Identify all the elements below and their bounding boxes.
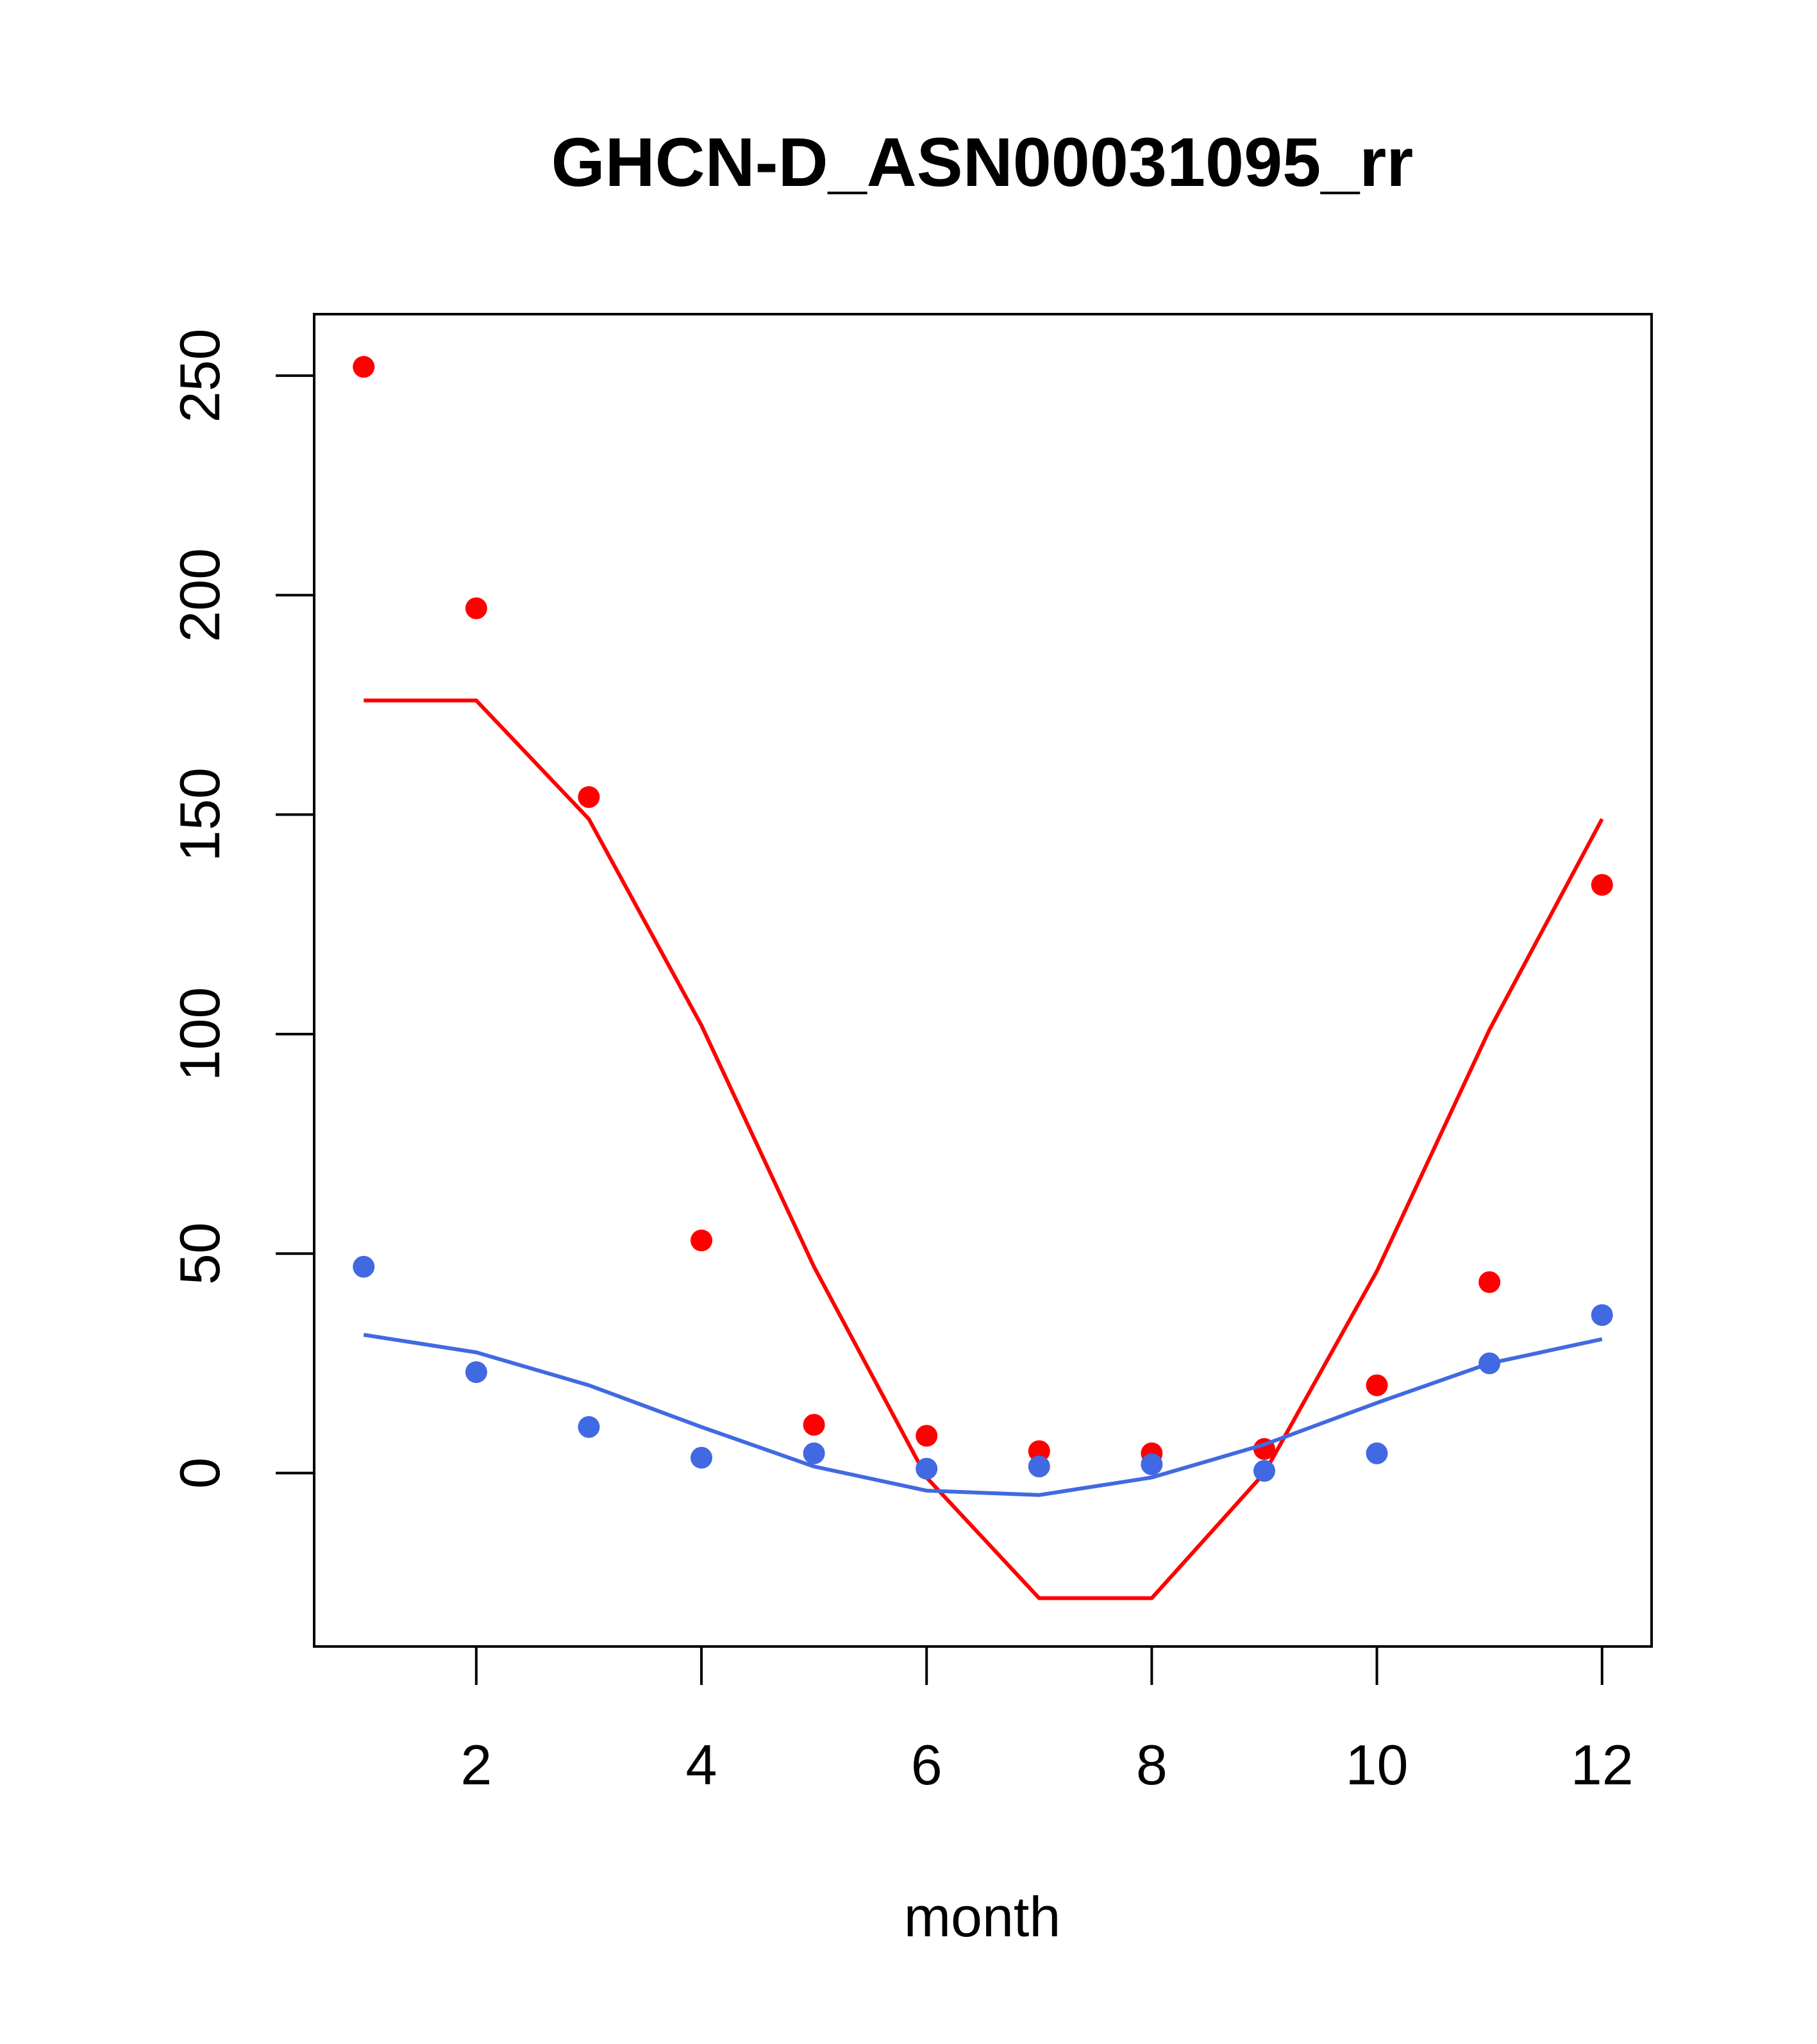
series-2-point: [803, 1442, 825, 1464]
series-2-point: [1028, 1455, 1050, 1478]
series-2-point: [691, 1446, 713, 1469]
y-tick-label: 0: [168, 1457, 231, 1489]
series-1-point: [1478, 1271, 1501, 1293]
x-tick-label: 6: [911, 1733, 942, 1797]
y-tick-label: 150: [168, 767, 231, 862]
y-tick-label: 200: [168, 548, 231, 642]
series-2-point: [1591, 1304, 1613, 1327]
chart-title: GHCN-D_ASN00031095_rr: [551, 123, 1414, 201]
series-1-point: [1591, 874, 1613, 896]
series-2-point: [1253, 1460, 1275, 1482]
plot-frame: [313, 313, 1653, 1648]
series-2-point: [578, 1416, 600, 1438]
x-axis-label: month: [904, 1885, 1061, 1948]
series-1-point: [1366, 1374, 1388, 1396]
x-axis: 2 4 6 8 10 12: [460, 1645, 1634, 1797]
series-1-point: [1028, 1440, 1050, 1462]
x-tick-label: 12: [1571, 1733, 1634, 1797]
x-tick-label: 10: [1346, 1733, 1409, 1797]
series-1-point: [691, 1229, 713, 1252]
y-tick-label: 100: [168, 987, 231, 1081]
series-2-point: [916, 1457, 938, 1480]
y-tick-label: 50: [168, 1222, 231, 1285]
series-1-point: [465, 597, 487, 619]
x-tick-label: 8: [1136, 1733, 1168, 1797]
x-tick-label: 2: [460, 1733, 492, 1797]
x-tick-label: 4: [686, 1733, 717, 1797]
series-2-point: [353, 1255, 375, 1278]
series-1-point: [578, 786, 600, 808]
series-2-point: [1366, 1442, 1388, 1464]
series-1-line: [364, 698, 1604, 1600]
series-1-point: [353, 356, 375, 378]
series-2-point: [1478, 1352, 1501, 1375]
series-2-line: [363, 1332, 1603, 1497]
series-1-point: [803, 1414, 825, 1436]
series-layer: [353, 356, 1613, 1600]
series-2-point: [465, 1361, 487, 1384]
series-1-point: [916, 1425, 938, 1447]
series-2-point: [1141, 1453, 1163, 1475]
y-axis: 0 50 100 150 200 250: [168, 328, 315, 1489]
y-tick-label: 250: [168, 328, 231, 423]
